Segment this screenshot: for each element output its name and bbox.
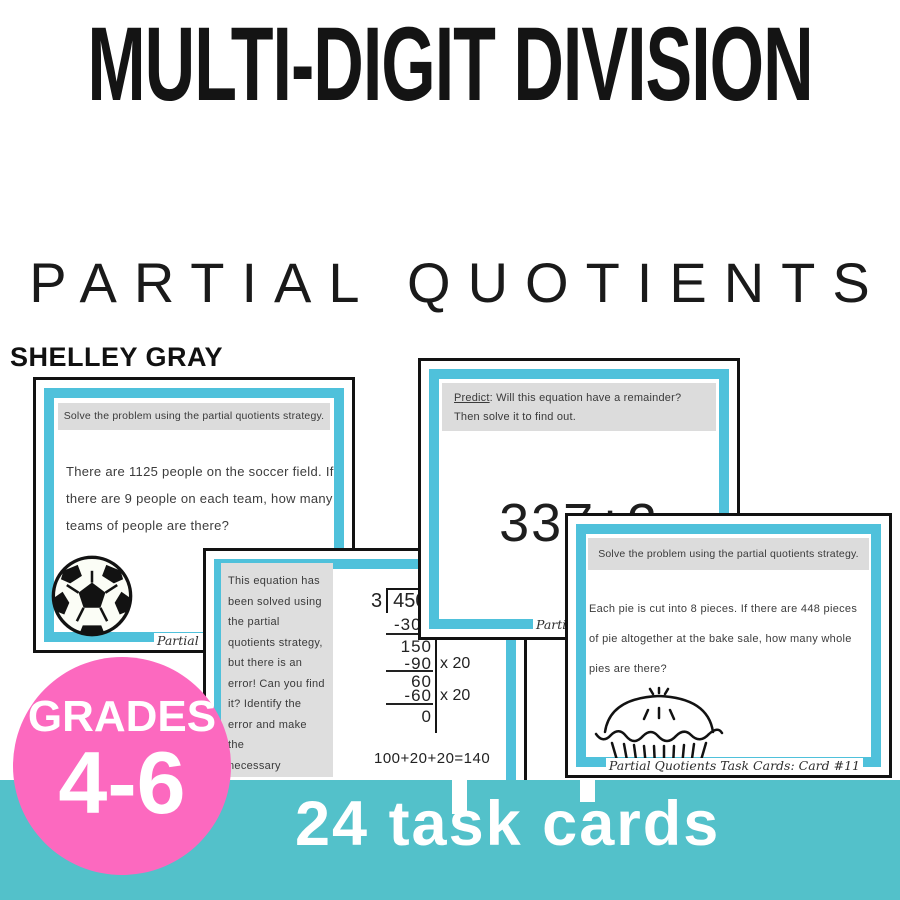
card-frame: Solve the problem using the partial quot… <box>576 524 881 769</box>
prompt-line: it? Identify the <box>228 698 302 710</box>
card-corner-peek <box>580 780 595 802</box>
work-rule <box>386 703 433 705</box>
subtitle: PARTIAL QUOTIENTS <box>29 251 887 314</box>
division-work: 3 450 -300 150 -90 60 -60 0 x 20 x 20 100… <box>224 569 506 859</box>
problem-line: there are 9 people on each team, how man… <box>66 491 333 506</box>
soccer-ball-icon <box>51 555 133 637</box>
card-prompt: This equation has been solved using the … <box>221 563 333 792</box>
author-name: SHELLEY GRAY <box>10 342 224 372</box>
divisor: 3 <box>371 590 383 612</box>
work-row: -90 <box>404 654 432 673</box>
prompt-line: This equation has <box>228 575 320 587</box>
yellow-banner: TASK CARDS <box>4 96 896 249</box>
card-prompt: Solve the problem using the partial quot… <box>58 403 330 430</box>
work-row: 60 <box>411 672 432 691</box>
banner-title: TASK CARDS <box>22 95 898 249</box>
problem-text: There are 1125 people on the soccer fiel… <box>66 458 334 539</box>
prompt-line: Predict: Will this equation have a remai… <box>454 389 704 408</box>
card-series-label: Partial Quotients Task Cards: Card #11 <box>605 758 863 773</box>
prompt-line: but there is an <box>228 657 303 669</box>
problem-line: of pie altogether at the bake sale, how … <box>589 633 852 645</box>
problem-text: Each pie is cut into 8 pieces. If there … <box>589 594 857 684</box>
card-corner-peek <box>452 780 467 814</box>
grades-badge: GRADES 4-6 <box>13 657 231 875</box>
problem-line: teams of people are there? <box>66 518 230 533</box>
prompt-line: Then solve it to find out. <box>454 411 576 423</box>
main-title: MULTI-DIGIT DIVISION <box>87 5 813 123</box>
grade-range: 4-6 <box>58 733 186 832</box>
prompt-line: error and make the <box>228 718 307 752</box>
quotient-sum: 100+20+20=140 <box>374 750 491 767</box>
work-row: 0 <box>421 707 432 726</box>
card-count-label: 24 task cards <box>295 789 721 859</box>
prompt-line: necessary <box>228 759 281 772</box>
multiplier-label: x 20 <box>440 655 471 672</box>
work-rule <box>386 633 433 635</box>
card-prompt: Predict: Will this equation have a remai… <box>442 383 716 431</box>
multiplier-label: x 20 <box>440 687 471 704</box>
problem-line: pies are there? <box>589 663 667 675</box>
work-row: -60 <box>404 686 432 705</box>
prompt-line: the partial <box>228 616 280 628</box>
card-prompt: Solve the problem using the partial quot… <box>588 538 869 570</box>
predict-label: Predict <box>454 392 490 404</box>
task-card-pie: Solve the problem using the partial quot… <box>565 513 892 778</box>
problem-line: Each pie is cut into 8 pieces. If there … <box>589 603 858 615</box>
prompt-line: been solved using <box>228 595 322 608</box>
work-rule <box>386 670 433 672</box>
problem-line: There are 1125 people on the soccer fiel… <box>66 464 334 479</box>
prompt-text: : Will this equation have a remainder? <box>489 392 682 404</box>
prompt-line: error! Can you find <box>228 677 325 690</box>
work-row: 150 <box>400 637 432 656</box>
grades-label: GRADES <box>27 692 217 741</box>
prompt-line: quotients strategy, <box>228 636 323 649</box>
partial-quotient-line <box>435 640 437 733</box>
